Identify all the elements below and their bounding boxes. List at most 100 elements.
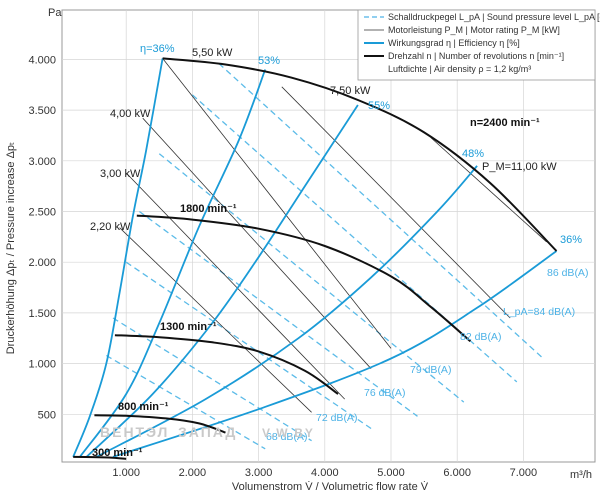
legend-entry-3: Drehzahl n | Number of revolutions n [mi… bbox=[364, 51, 564, 61]
sound-line-3 bbox=[139, 210, 418, 417]
legend-text: Motorleistung P_M | Motor rating P_M [kW… bbox=[388, 25, 560, 35]
grid bbox=[62, 10, 595, 462]
legend-box bbox=[357, 9, 596, 81]
power-label-1: 4,00 kW bbox=[110, 108, 151, 120]
sound-label-1-text: L_pA=84 dB(A) bbox=[503, 306, 575, 318]
sound-line-2 bbox=[158, 153, 465, 403]
speed-label-1: 1800 min⁻¹ bbox=[180, 203, 237, 215]
x-tick-label: 3.000 bbox=[245, 467, 273, 479]
power-line-5 bbox=[430, 137, 547, 243]
efficiency-label-1-text: 53% bbox=[258, 55, 280, 67]
x-tick-label: 6.000 bbox=[443, 467, 471, 479]
speed-label-0-text: n=2400 min⁻¹ bbox=[470, 117, 540, 129]
legend: Schalldruckpegel L_pA | Sound pressure l… bbox=[357, 9, 600, 81]
y-tick-label: 4.000 bbox=[28, 54, 56, 66]
speed-label-2-text: 1300 min⁻¹ bbox=[160, 321, 217, 333]
sound-label-0: 86 dB(A) bbox=[547, 267, 588, 279]
legend-entry-1: Motorleistung P_M | Motor rating P_M [kW… bbox=[364, 25, 560, 35]
efficiency-label-4: 36% bbox=[560, 234, 582, 246]
sound-label-1: L_pA=84 dB(A) bbox=[503, 306, 575, 318]
power-label-5-text: P_M=11,00 kW bbox=[482, 161, 557, 173]
speed-label-4-text: 300 min⁻¹ bbox=[92, 447, 143, 459]
watermark-middle: ЗАПАД bbox=[178, 424, 237, 440]
efficiency-curve-0 bbox=[72, 58, 164, 458]
efficiency-label-0: η=36% bbox=[140, 43, 175, 55]
sound-label-5: 72 dB(A) bbox=[316, 412, 357, 424]
power-label-4-text: 7,50 kW bbox=[330, 85, 371, 97]
legend-entry-0: Schalldruckpegel L_pA | Sound pressure l… bbox=[364, 12, 600, 22]
power-line-1 bbox=[142, 117, 372, 369]
power-label-5: P_M=11,00 kW bbox=[482, 161, 557, 173]
watermark-left: ВЕНТЭЛ bbox=[100, 424, 169, 440]
legend-text: Wirkungsgrad η | Efficiency η [%] bbox=[388, 38, 520, 48]
speed-label-3-text: 800 min⁻¹ bbox=[118, 401, 169, 413]
sound-label-4: 76 dB(A) bbox=[364, 387, 405, 399]
efficiency-label-3-text: 48% bbox=[462, 148, 484, 160]
sound-line-5 bbox=[112, 317, 312, 442]
speed-label-0: n=2400 min⁻¹ bbox=[470, 117, 540, 129]
efficiency-label-2-text: 55% bbox=[368, 100, 390, 112]
x-tick-label: 5.000 bbox=[377, 467, 405, 479]
speed-curve-0 bbox=[162, 57, 558, 252]
x-tick-label: 7.000 bbox=[510, 467, 538, 479]
power-line-0 bbox=[162, 58, 392, 349]
speed-label-4: 300 min⁻¹ bbox=[92, 447, 143, 459]
efficiency-curve-2 bbox=[85, 104, 359, 458]
sound-label-6-text: 68 dB(A) bbox=[266, 431, 307, 443]
efficiency-label-4-text: 36% bbox=[560, 234, 582, 246]
efficiency-curves bbox=[72, 58, 558, 458]
efficiency-label-0-text: η=36% bbox=[140, 43, 175, 55]
sound-label-0-text: 86 dB(A) bbox=[547, 267, 588, 279]
speed-curves bbox=[73, 57, 558, 460]
legend-text: Luftdichte | Air density ρ = 1,2 kg/m³ bbox=[388, 64, 531, 74]
curve-labels: n=2400 min⁻¹ 1800 min⁻¹ 1300 min⁻¹ 800 min⁻… bbox=[90, 43, 588, 459]
speed-curve-2 bbox=[114, 334, 339, 395]
sound-line-0 bbox=[218, 63, 544, 359]
plot-frame bbox=[61, 9, 596, 463]
x-unit-label: m³/h bbox=[570, 469, 592, 481]
efficiency-curve-4 bbox=[112, 250, 558, 458]
legend-text: Drehzahl n | Number of revolutions n [mi… bbox=[388, 51, 564, 61]
power-label-1-text: 4,00 kW bbox=[110, 108, 151, 120]
y-unit-label: Pa bbox=[48, 7, 62, 19]
speed-curve-4 bbox=[73, 455, 127, 460]
legend-entry-2: Wirkungsgrad η | Efficiency η [%] bbox=[364, 38, 520, 48]
sound-label-4-text: 76 dB(A) bbox=[364, 387, 405, 399]
power-line-4 bbox=[281, 86, 511, 319]
speed-curve-1 bbox=[136, 214, 472, 343]
efficiency-curve-1 bbox=[79, 69, 267, 458]
y-tick-label: 500 bbox=[38, 409, 56, 421]
sound-label-3-text: 79 dB(A) bbox=[410, 364, 451, 376]
watermark: ВЕНТЭЛ ЗАПАД V.W.BY bbox=[100, 424, 315, 440]
efficiency-label-2: 55% bbox=[368, 100, 390, 112]
sound-line-6 bbox=[105, 354, 266, 450]
power-label-3-text: 2,20 kW bbox=[90, 221, 131, 233]
sound-label-5-text: 72 dB(A) bbox=[316, 412, 357, 424]
power-label-0: 5,50 kW bbox=[192, 47, 233, 59]
y-tick-label: 3.000 bbox=[28, 156, 56, 168]
efficiency-label-1: 53% bbox=[258, 55, 280, 67]
y-tick-label: 2.000 bbox=[28, 257, 56, 269]
x-tick-label: 2.000 bbox=[179, 467, 207, 479]
sound-label-6: 68 dB(A) bbox=[266, 431, 307, 443]
efficiency-curve-3 bbox=[95, 165, 478, 458]
power-label-2-text: 3,00 kW bbox=[100, 168, 141, 180]
power-label-2: 3,00 kW bbox=[100, 168, 141, 180]
y-axis-title: Druckerhöhung Δpₜ / Pressure increase Δp… bbox=[5, 142, 17, 355]
power-label-3: 2,20 kW bbox=[90, 221, 131, 233]
speed-label-3: 800 min⁻¹ bbox=[118, 401, 169, 413]
x-tick-label: 1.000 bbox=[112, 467, 140, 479]
legend-entry-4: Luftdichte | Air density ρ = 1,2 kg/m³ bbox=[388, 64, 531, 74]
speed-label-1-text: 1800 min⁻¹ bbox=[180, 203, 237, 215]
x-tick-label: 4.000 bbox=[311, 467, 339, 479]
y-tick-label: 2.500 bbox=[28, 207, 56, 219]
power-line-2 bbox=[125, 172, 345, 400]
power-label-0-text: 5,50 kW bbox=[192, 47, 233, 59]
watermark-right: V.W.BY bbox=[262, 426, 315, 440]
y-tick-label: 1.500 bbox=[28, 308, 56, 320]
x-axis-title: Volumenstrom V̇ / Volumetric flow rate V… bbox=[232, 480, 429, 493]
legend-text: Schalldruckpegel L_pA | Sound pressure l… bbox=[388, 12, 600, 22]
sound-label-2-text: 82 dB(A) bbox=[460, 331, 501, 343]
y-tick-label: 3.500 bbox=[28, 105, 56, 117]
